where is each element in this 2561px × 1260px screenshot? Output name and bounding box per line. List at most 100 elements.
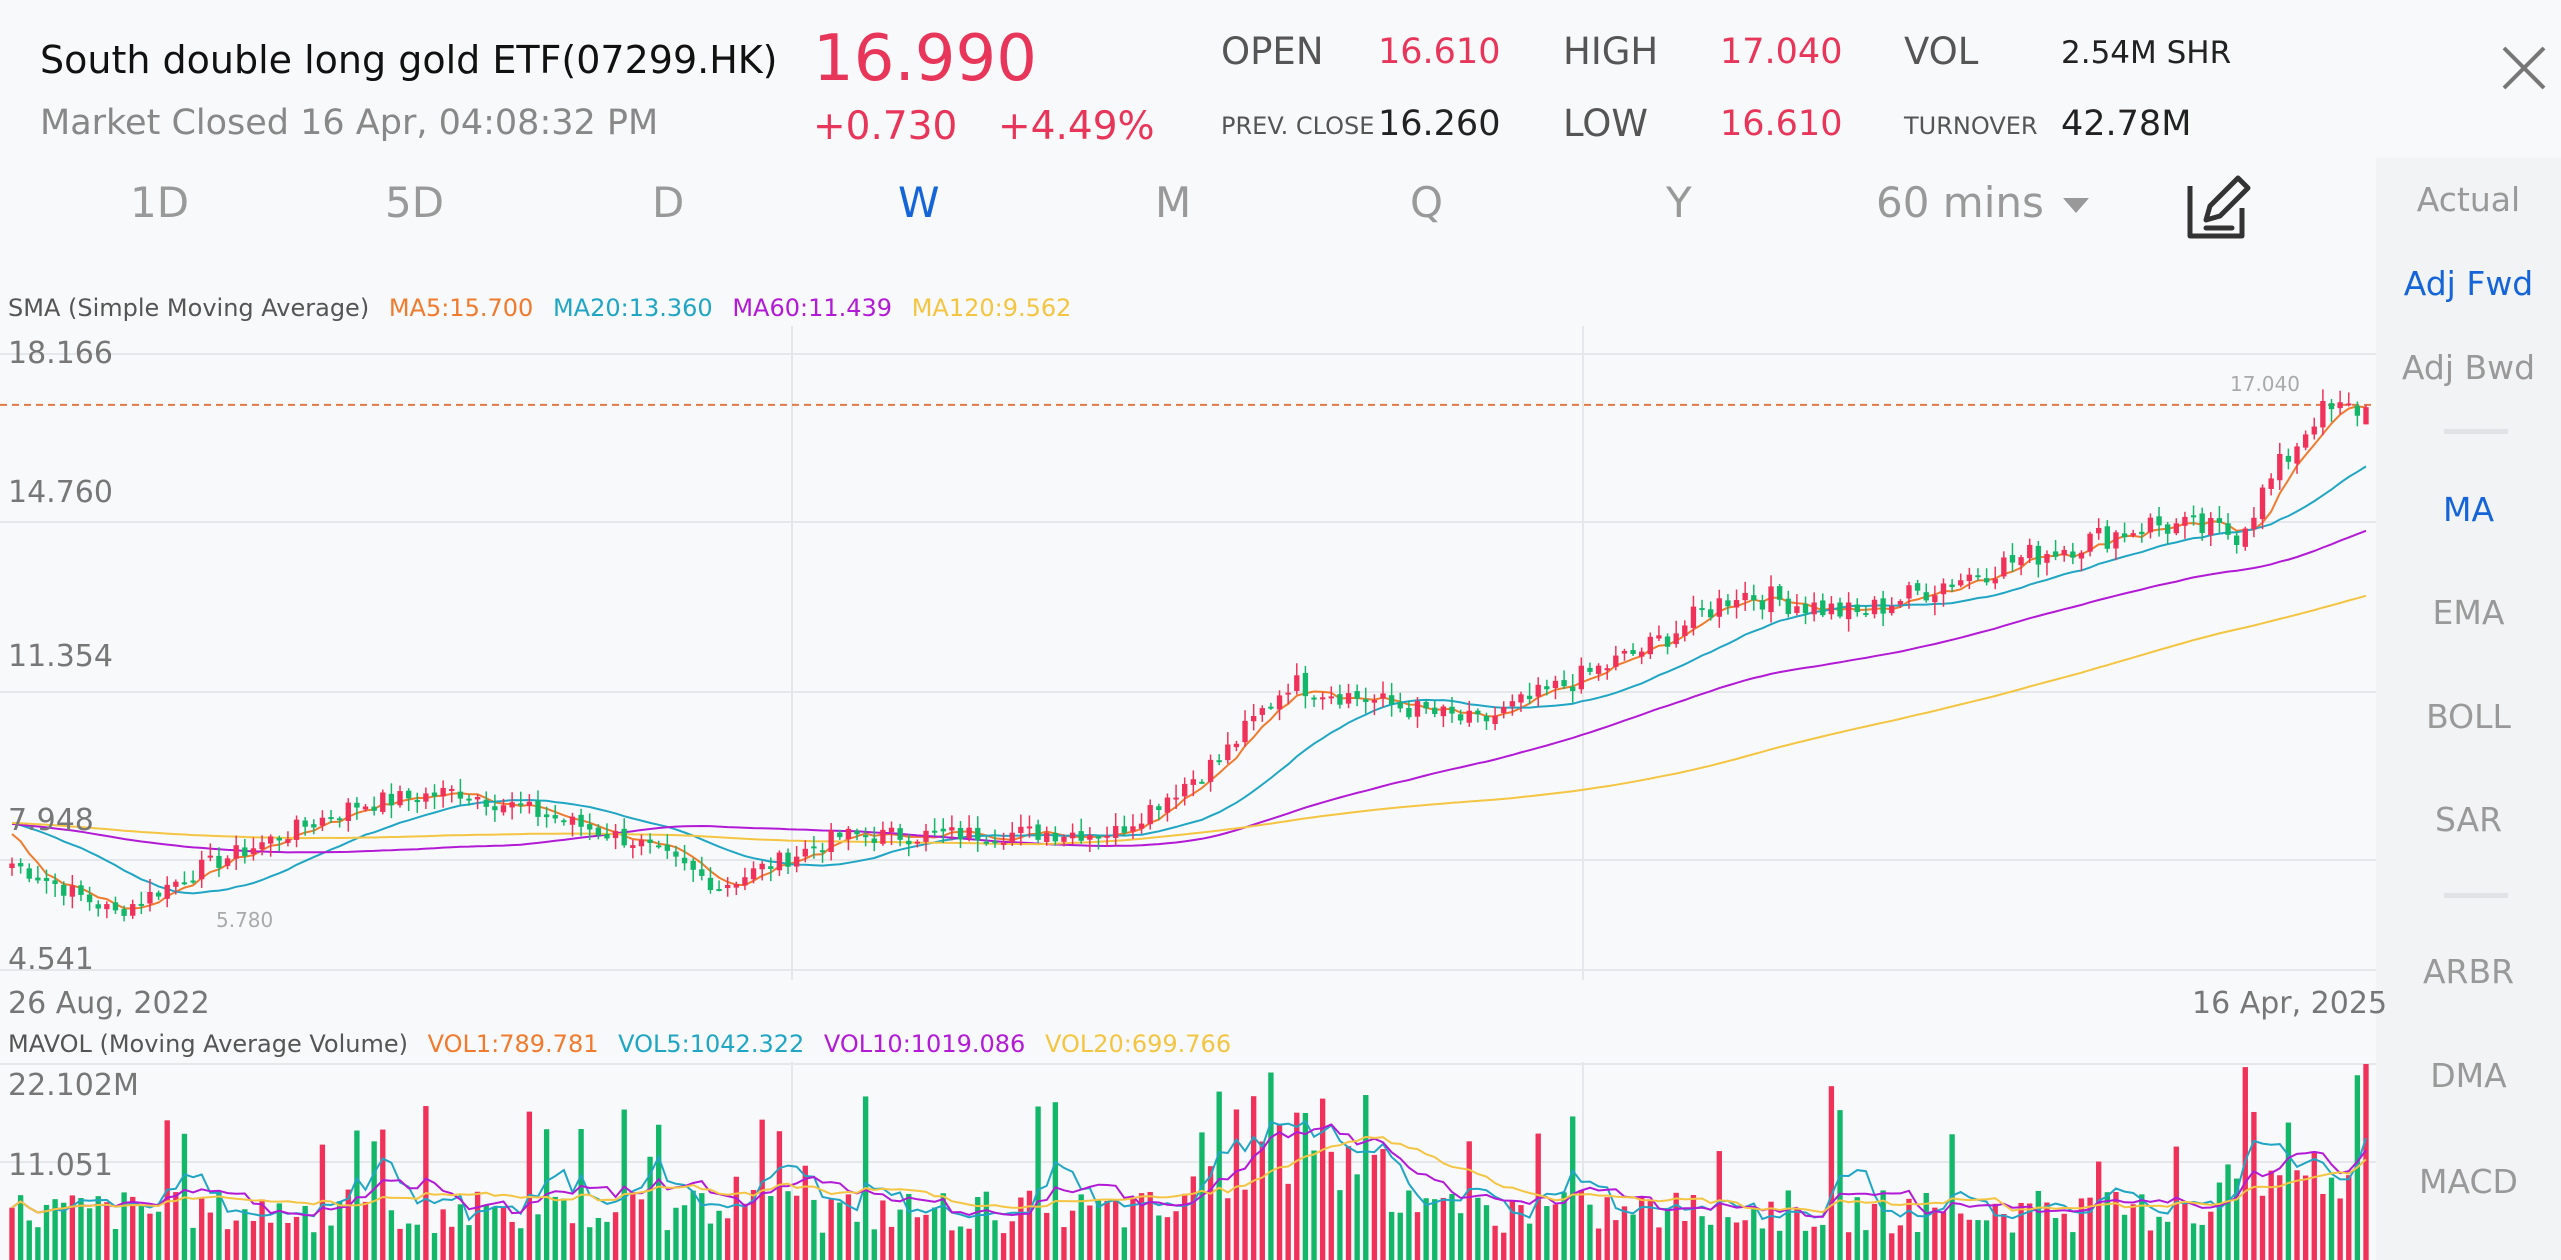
volume-bar (1656, 1227, 1662, 1260)
candle (1966, 574, 1973, 582)
volume-bar (992, 1220, 998, 1260)
candle (2052, 551, 2059, 557)
candle (1794, 606, 1800, 613)
volume-bar (1768, 1201, 1774, 1260)
open-label: OPEN (1221, 30, 1324, 73)
volume-bar (1000, 1233, 1007, 1260)
candle (449, 788, 455, 791)
volume-bar (983, 1191, 990, 1260)
volume-bar (1501, 1232, 1507, 1260)
volume-bar (336, 1201, 343, 1260)
volume-bar (1078, 1194, 1084, 1260)
price-chart[interactable] (0, 326, 2376, 980)
volume-bar (888, 1226, 895, 1260)
candle (1673, 633, 1679, 645)
candle (880, 829, 886, 844)
volume-bar (742, 1203, 748, 1260)
high-value: 17.040 (1720, 32, 1843, 72)
sidebar-item-sar[interactable]: SAR (2434, 800, 2503, 839)
candle (552, 815, 558, 819)
volume-bar (1725, 1217, 1731, 1260)
volume-bar (862, 1096, 869, 1260)
tab-60-mins[interactable]: 60 mins (1876, 178, 2090, 227)
low-label: LOW (1563, 102, 1649, 145)
volume-bar (500, 1206, 507, 1260)
candle (492, 806, 498, 811)
close-icon[interactable] (2496, 40, 2552, 96)
volume-bar (1975, 1220, 1981, 1260)
candle (1768, 586, 1774, 613)
volume-bar (949, 1230, 955, 1260)
candle (1457, 714, 1464, 721)
sidebar-item-adj-fwd[interactable]: Adj Fwd (2403, 264, 2534, 303)
candle (2061, 549, 2067, 556)
drawing-tool-icon[interactable] (2182, 172, 2254, 244)
volume-bar (1742, 1220, 1748, 1260)
candle (2190, 515, 2197, 518)
volume-bar (1776, 1230, 1783, 1260)
sidebar-item-ma[interactable]: MA (2442, 490, 2495, 529)
volume-bar (526, 1111, 533, 1260)
sidebar-item-boll[interactable]: BOLL (2426, 697, 2511, 736)
sidebar-item-actual[interactable]: Actual (2416, 180, 2521, 219)
candle (17, 863, 24, 867)
volume-bar (52, 1199, 58, 1260)
tab-y[interactable]: Y (1666, 178, 1692, 227)
candle (1923, 592, 1929, 601)
volume-bar (1992, 1203, 1998, 1260)
candle (2044, 554, 2050, 563)
volume-bar (130, 1196, 136, 1260)
market-status: Market Closed 16 Apr, 04:08:32 PM (40, 103, 659, 143)
candle (2001, 557, 2007, 577)
candle (1113, 826, 1119, 838)
candle (2208, 517, 2214, 536)
volume-bar (2113, 1191, 2119, 1260)
candle (43, 877, 50, 881)
sidebar-item-arbr[interactable]: ARBR (2422, 952, 2515, 991)
candle (578, 814, 584, 827)
candle (1587, 667, 1593, 672)
candle (2035, 545, 2042, 565)
volume-bar (612, 1212, 619, 1260)
volume-bar (1630, 1214, 1636, 1260)
price-axis-label: 14.760 (8, 475, 113, 510)
candle (2320, 401, 2326, 428)
volume-bar (1354, 1174, 1360, 1260)
volume-bar (906, 1193, 912, 1260)
tab-5d[interactable]: 5D (385, 178, 445, 227)
candle (1871, 599, 1878, 615)
sidebar-item-macd[interactable]: MACD (2419, 1162, 2518, 1201)
sidebar-item-adj-bwd[interactable]: Adj Bwd (2401, 348, 2536, 387)
volume-bar (1380, 1149, 1386, 1260)
volume-bar (1138, 1193, 1145, 1260)
volume-bar (233, 1220, 239, 1260)
candle (862, 835, 869, 838)
last-price: 16.990 (813, 22, 1037, 96)
candle (1259, 708, 1265, 715)
volume-bar (1578, 1190, 1585, 1260)
volume-bar (2078, 1198, 2085, 1260)
tab-1d[interactable]: 1D (130, 178, 190, 227)
volume-bar (811, 1199, 817, 1260)
tab-d[interactable]: D (652, 178, 685, 227)
volume-bar (431, 1233, 438, 1260)
volume-bar (2311, 1151, 2317, 1260)
tab-q[interactable]: Q (1410, 178, 1444, 227)
volume-bar (1854, 1197, 1860, 1260)
volume-bar (630, 1193, 636, 1260)
volume-bar (449, 1226, 455, 1260)
volume-bar (1397, 1212, 1403, 1260)
volume-bar (1820, 1224, 1826, 1260)
candle (535, 800, 541, 817)
sidebar-item-dma[interactable]: DMA (2430, 1056, 2507, 1095)
sidebar-item-ema[interactable]: EMA (2432, 593, 2505, 632)
volume-bar (224, 1229, 231, 1260)
volume-bar (1613, 1220, 1619, 1260)
tab-m[interactable]: M (1155, 178, 1192, 227)
candle (285, 839, 291, 843)
candle (1276, 695, 1283, 710)
volume-bar (975, 1197, 981, 1260)
candle (1130, 826, 1136, 832)
volume-chart[interactable] (0, 1062, 2376, 1260)
tab-w[interactable]: W (898, 178, 940, 227)
